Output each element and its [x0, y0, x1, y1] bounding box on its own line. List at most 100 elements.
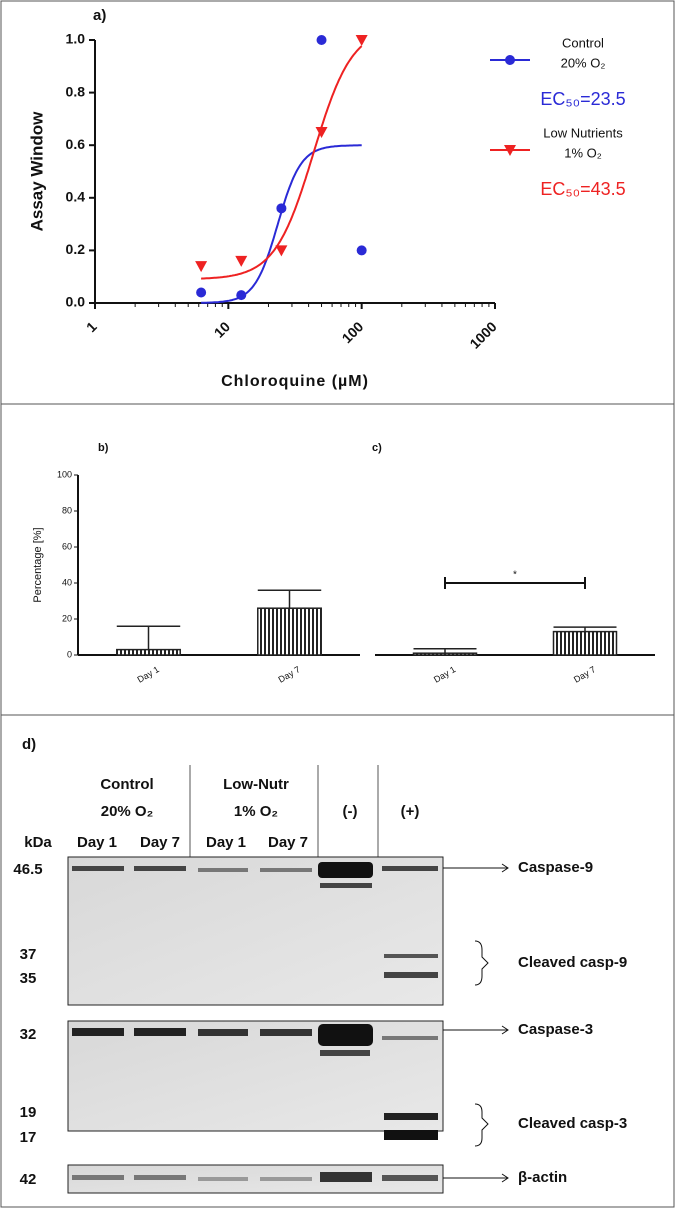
y-tick-label: 0.4 [66, 189, 86, 205]
significance-label: * [513, 570, 517, 581]
point [356, 245, 367, 256]
band [382, 1175, 438, 1181]
target-label: Cleaved casp-9 [518, 954, 627, 971]
point [355, 35, 368, 46]
arrow [443, 863, 509, 873]
fit-curve [201, 45, 363, 280]
legend-label: Control [562, 35, 604, 50]
band [72, 866, 124, 871]
band [198, 868, 248, 872]
mw-label: 46.5 [13, 861, 42, 878]
lane-label: Day 1 [77, 834, 117, 851]
x-tick-label: Day 7 [277, 664, 302, 684]
band [320, 883, 372, 888]
bar [257, 607, 322, 656]
chart-title: a) [93, 7, 106, 24]
arrow [443, 1025, 509, 1035]
arrows [443, 863, 509, 1183]
point [316, 35, 327, 45]
blot-membrane [67, 1020, 444, 1132]
y-tick-label: 20 [62, 613, 72, 623]
y-tick-label: 1.0 [66, 31, 86, 47]
lane-label: Day 1 [206, 834, 246, 851]
y-tick-label: 40 [62, 577, 72, 587]
band [260, 1029, 312, 1036]
bar [116, 648, 181, 656]
blot-panel: d) Control 20% O₂ Low-Nutr 1% O₂ (-) (+)… [13, 736, 627, 1194]
target-label: Cleaved casp-3 [518, 1115, 627, 1132]
point [235, 255, 248, 267]
lane-label: Day 7 [140, 834, 180, 851]
blot-title: d) [22, 736, 36, 753]
bands [72, 862, 438, 1182]
band [384, 1130, 438, 1140]
mw-label: 35 [20, 970, 37, 987]
y-tick-label: 0 [67, 649, 72, 659]
x-tick-label: 10 [211, 318, 233, 340]
band [318, 1024, 373, 1046]
point [275, 245, 288, 257]
y-axis-label: Assay Window [27, 111, 46, 232]
fit-label: EC₅₀=23.5 [540, 89, 625, 109]
band [320, 1050, 370, 1056]
band [198, 1177, 248, 1181]
point [276, 203, 287, 214]
x-tick-label: 1 [83, 318, 100, 335]
mw-label: 32 [20, 1026, 37, 1043]
band [134, 1175, 186, 1180]
chart-title: b) [98, 442, 109, 454]
group-sub: 20% O₂ [101, 803, 154, 820]
band [382, 1036, 438, 1040]
band [134, 866, 186, 871]
target-label: β-actin [518, 1169, 567, 1186]
band [320, 1172, 372, 1182]
y-tick-label: 0.2 [66, 241, 86, 257]
mw-label: 37 [20, 946, 37, 963]
panel-d-border [0, 714, 675, 1208]
point [195, 261, 208, 273]
group-label: Control [100, 776, 153, 793]
point [315, 127, 328, 139]
y-tick-label: 100 [57, 469, 72, 479]
y-tick-label: 60 [62, 541, 72, 551]
x-tick-label: Day 7 [572, 664, 597, 684]
arrow [443, 1173, 509, 1183]
band [198, 1029, 248, 1036]
point [196, 287, 207, 298]
band [134, 1028, 186, 1036]
fit-label: EC₅₀=43.5 [540, 179, 625, 199]
chart-title: c) [372, 442, 382, 454]
legend-marker [505, 55, 515, 65]
group-label: Low-Nutr [223, 776, 289, 793]
legend-subtitle: 20% O₂ [561, 55, 606, 70]
band [384, 1113, 438, 1120]
band [318, 862, 373, 878]
mw-label: 42 [20, 1171, 37, 1188]
legend-subtitle: 1% O₂ [564, 145, 602, 160]
blot-membrane [67, 856, 444, 1006]
brace [474, 1103, 489, 1147]
band [260, 868, 312, 872]
band [382, 866, 438, 871]
bar [552, 630, 618, 656]
mw-label: 17 [20, 1129, 37, 1146]
x-tick-label: 100 [339, 318, 367, 346]
fit-curve [201, 144, 362, 304]
group-sub: 1% O₂ [234, 803, 278, 820]
y-axis-label: Percentage [%] [32, 527, 44, 602]
band [384, 954, 438, 958]
y-tick-label: 80 [62, 505, 72, 515]
band [260, 1177, 312, 1181]
blot-membrane [67, 1164, 444, 1194]
legend-marker [504, 145, 516, 156]
x-tick-label: Day 1 [432, 664, 457, 684]
x-axis-label: Chloroquine (µM) [221, 373, 369, 390]
band [72, 1175, 124, 1180]
group-label: (-) [343, 803, 358, 820]
x-tick-label: 1000 [466, 318, 499, 351]
band [384, 972, 438, 978]
band [72, 1028, 124, 1036]
y-tick-label: 0.8 [66, 83, 86, 99]
y-tick-label: 0.0 [66, 294, 86, 310]
